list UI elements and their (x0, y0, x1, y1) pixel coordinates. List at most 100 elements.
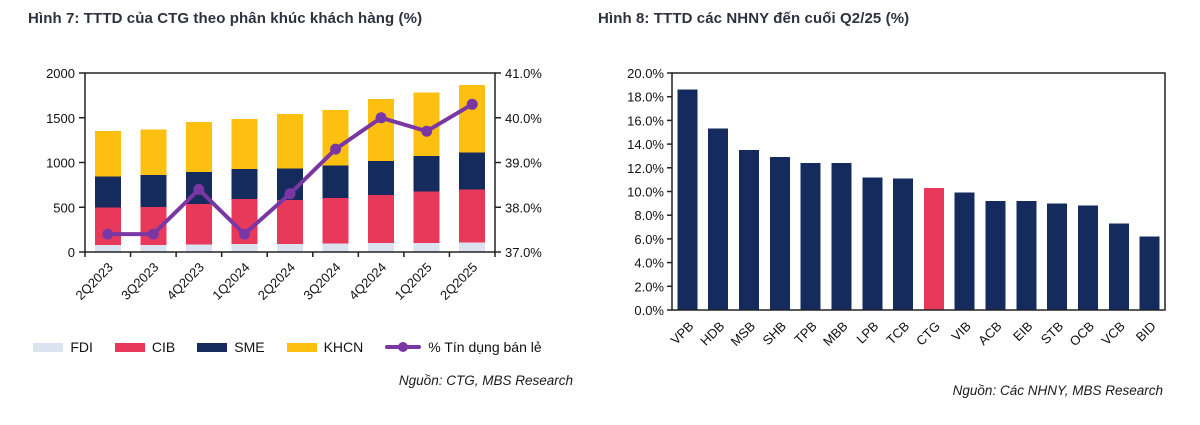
legend-item-khcn: KHCN (286, 339, 363, 355)
bar-segment (185, 204, 212, 245)
bar-segment (185, 244, 212, 252)
y-right-tick-label: 39.0% (505, 156, 542, 171)
legend-item-cib: CIB (114, 339, 175, 355)
bar-segment (94, 244, 121, 252)
line-marker (330, 143, 342, 155)
y-tick-label: 2.0% (634, 279, 664, 294)
bar-segment (94, 176, 121, 208)
bar-segment (413, 191, 440, 244)
line-marker (193, 183, 205, 195)
fdi-swatch (33, 342, 64, 352)
bar-segment (413, 156, 440, 192)
x-tick-label: 2Q2023 (73, 260, 116, 303)
x-tick-label: BID (1133, 319, 1159, 345)
x-tick-label: 3Q2024 (300, 260, 343, 303)
x-tick-label: 4Q2024 (346, 260, 389, 303)
bank-bar (954, 192, 975, 310)
bar-segment (413, 243, 440, 252)
figure-7-title: Hình 7: TTTD của CTG theo phân khúc khác… (28, 10, 423, 27)
x-tick-label: VIB (948, 319, 973, 344)
x-tick-label: VPB (668, 319, 697, 348)
legend-label-fdi: FDI (70, 339, 93, 355)
bank-bar (862, 177, 883, 310)
y-left-tick-label: 1000 (46, 156, 75, 171)
bank-bar (893, 178, 914, 310)
x-tick-label: 2Q2024 (255, 260, 298, 303)
bar-segment (140, 244, 167, 252)
y-right-tick-label: 37.0% (505, 245, 542, 260)
x-tick-label: MSB (728, 319, 759, 350)
bar-segment (368, 161, 395, 196)
y-tick-label: 8.0% (634, 208, 664, 223)
legend-item-retail-credit-line: % Tín dụng bán lẻ (385, 339, 542, 355)
bar-segment (277, 243, 303, 252)
bar-segment (368, 99, 395, 162)
bank-bar (1108, 223, 1129, 310)
bar-segment (231, 119, 258, 169)
figure-8-title: Hình 8: TTTD các NHNY đến cuối Q2/25 (%) (598, 10, 910, 27)
y-tick-label: 14.0% (627, 137, 664, 152)
bank-bars (677, 89, 1160, 310)
y-left-tick-label: 2000 (46, 66, 75, 81)
bar-segment (140, 129, 167, 175)
bar-segment (277, 200, 303, 244)
legend-label-retail-credit: % Tín dụng bán lẻ (428, 339, 542, 355)
sme-swatch (197, 342, 228, 352)
figure-7-source: Nguồn: CTG, MBS Research (398, 373, 573, 388)
x-tick-label: OCB (1067, 319, 1098, 350)
figure-7-legend: FDI CIB SME KHCN % Tín dụng bán lẻ (0, 339, 575, 355)
bank-bar (923, 187, 944, 310)
line-marker (284, 188, 296, 200)
bar-segment (94, 131, 121, 177)
x-tick-label: MBB (820, 319, 851, 350)
legend-item-fdi: FDI (33, 339, 93, 355)
bar-segment (322, 165, 349, 198)
figure-7-panel: Hình 7: TTTD của CTG theo phân khúc khác… (0, 0, 575, 398)
bank-bar (708, 128, 729, 310)
line-marker (466, 98, 478, 110)
bank-bar (739, 150, 759, 310)
bar-segment (322, 243, 349, 252)
x-tick-label: STB (1038, 319, 1066, 347)
line-marker-swatch (385, 341, 422, 353)
legend-item-sme: SME (197, 339, 265, 355)
y-left-tick-label: 500 (53, 200, 75, 215)
figure-8-panel: Hình 8: TTTD các NHNY đến cuối Q2/25 (%)… (575, 0, 1200, 398)
y-tick-label: 4.0% (634, 256, 664, 271)
figure-8-bar-chart: 0.0% 2.0% 4.0% 6.0% 8.0% 10.0% 12.0% 14.0% 16.0%… (627, 66, 1166, 350)
stacked-bars (94, 85, 486, 252)
x-tick-label: 3Q2023 (118, 260, 161, 303)
y-tick-label: 20.0% (627, 66, 664, 81)
line-swatch-dot (398, 342, 409, 352)
bar-segment (459, 242, 486, 252)
x-tick-label: 1Q2025 (391, 260, 434, 303)
bank-bar (1016, 201, 1037, 310)
y-right-tick-label: 40.0% (505, 111, 542, 126)
x-tick-label: 4Q2023 (164, 260, 207, 303)
bank-bar (800, 163, 821, 310)
bank-bar (677, 89, 698, 310)
bar-segment (459, 85, 486, 153)
figure-8-source: Nguồn: Các NHNY, MBS Research (952, 383, 1163, 398)
line-marker (421, 125, 433, 137)
x-tick-label: ACB (975, 319, 1005, 349)
figure-7-combo-chart: 0 500 1000 1500 2000 37.0% 38.0% 39.0% 40.0% 41.0… (46, 66, 542, 303)
line-marker (375, 112, 387, 124)
x-tick-label: TCB (883, 319, 912, 348)
y-tick-label: 6.0% (634, 232, 664, 247)
x-tick-label: 2Q2025 (437, 260, 480, 303)
y-right-tick-label: 41.0% (505, 66, 542, 81)
bar-segment (185, 121, 212, 172)
bank-bar (985, 201, 1006, 310)
y-left-tick-label: 1500 (46, 111, 75, 126)
y-tick-label: 10.0% (627, 185, 664, 200)
bank-bar (769, 157, 790, 310)
bank-bar (1047, 203, 1068, 310)
report-figures-row: Hình 7: TTTD của CTG theo phân khúc khác… (0, 0, 1200, 398)
axis-ticks (79, 72, 501, 257)
bar-segment (368, 195, 395, 244)
x-tick-label: CTG (913, 319, 943, 349)
axis-ticks (667, 72, 672, 311)
line-marker (102, 228, 114, 240)
x-tick-label: HDB (697, 319, 727, 349)
